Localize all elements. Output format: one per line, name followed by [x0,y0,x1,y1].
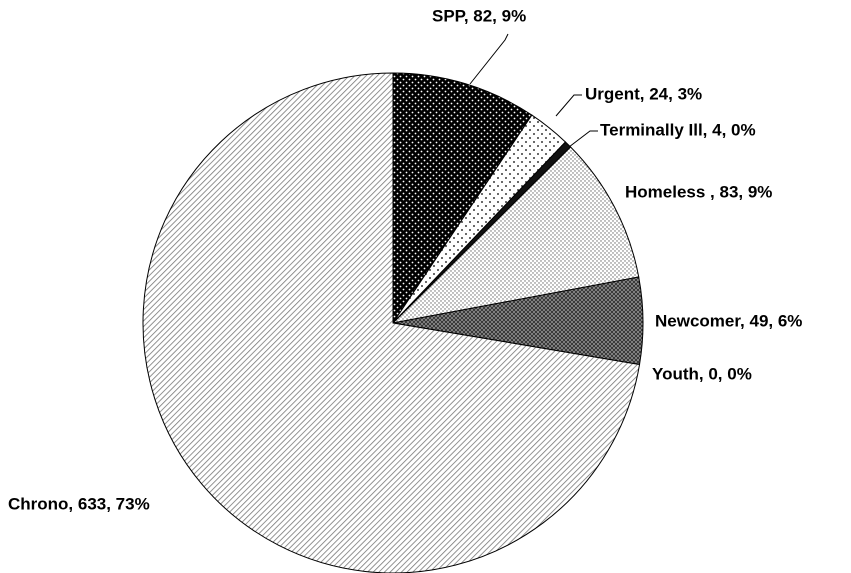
leaders [469,33,598,148]
data-label: SPP, 82, 9% [432,6,526,25]
pie-slice [391,146,640,324]
data-label: Youth, 0, 0% [652,364,752,383]
data-label: Urgent, 24, 3% [585,84,702,103]
leader-line [568,130,598,148]
leader-line [469,33,509,85]
data-label: Newcomer, 49, 6% [655,311,802,330]
pie-slice [392,72,533,325]
leader-line [555,94,582,117]
data-label: Homeless , 83, 9% [625,182,772,201]
data-label: Chrono, 633, 73% [8,494,150,513]
pie-slice [142,72,641,573]
data-label: Terminally Ill, 4, 0% [600,120,756,139]
slices [142,72,644,573]
